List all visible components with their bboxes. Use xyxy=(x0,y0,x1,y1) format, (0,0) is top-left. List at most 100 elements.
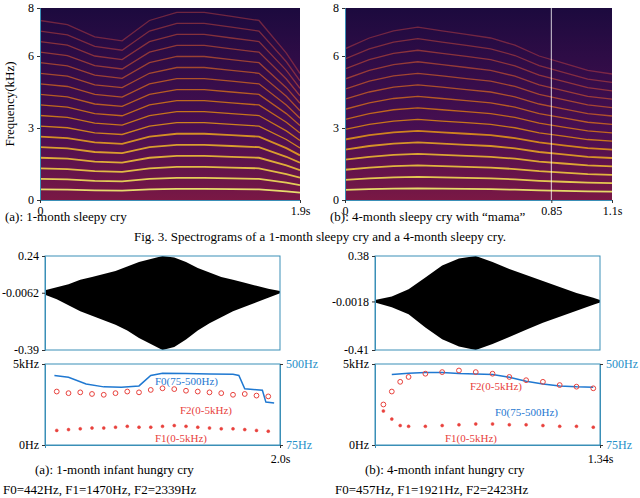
harmonic xyxy=(345,119,612,141)
tick-mark xyxy=(342,56,345,57)
tick-label: 8 xyxy=(28,1,34,15)
tick-label: 3 xyxy=(28,121,34,135)
pitch-plot xyxy=(381,368,596,429)
tick: 0.24 xyxy=(18,249,45,263)
tick: -0.39 xyxy=(14,343,45,357)
spectrogram-background xyxy=(345,8,612,200)
formant-point xyxy=(138,426,141,429)
harmonic xyxy=(345,165,612,174)
formant-point xyxy=(267,430,270,433)
tick: -0.41 xyxy=(344,343,375,357)
tick-mark xyxy=(372,350,375,351)
spectrogram xyxy=(345,8,612,200)
formant-point xyxy=(407,425,410,428)
waveform xyxy=(375,256,600,350)
harmonic xyxy=(345,188,612,191)
formant-point xyxy=(79,427,82,430)
harmonic xyxy=(345,27,612,74)
formant-point xyxy=(541,424,544,427)
harmonic xyxy=(345,142,612,158)
tick: 3 xyxy=(333,121,345,135)
tick-mark xyxy=(372,301,375,302)
tick-label: 0.38 xyxy=(348,249,369,263)
tick-label: 75Hz xyxy=(606,438,632,452)
formant-point xyxy=(557,383,562,388)
formant-point xyxy=(90,392,95,397)
harmonic xyxy=(345,108,612,133)
formant-point xyxy=(255,429,258,432)
tick-label: 3 xyxy=(333,121,339,135)
harmonic xyxy=(40,167,300,178)
harmonic xyxy=(40,134,300,156)
formant-point xyxy=(91,426,94,429)
formant-point xyxy=(54,389,59,394)
formant-point xyxy=(524,378,529,383)
harmonic xyxy=(40,56,300,103)
formant-point xyxy=(78,390,83,395)
tick-label: 0Hz xyxy=(19,438,39,452)
formant-point xyxy=(148,388,153,393)
figure-caption: Fig. 3. Spectrograms of a 1-month sleepy… xyxy=(134,229,506,244)
tick: 8 xyxy=(333,1,345,15)
axis-line xyxy=(42,257,46,351)
formant-point xyxy=(591,386,596,391)
formant-point xyxy=(185,425,188,428)
tick-mark xyxy=(37,8,40,9)
formant-point xyxy=(592,426,595,429)
formant-point xyxy=(137,390,142,395)
tick-mark xyxy=(342,200,345,201)
tick-mark xyxy=(42,364,45,365)
axis: 0 3 6 8 xyxy=(333,1,346,207)
tick-mark xyxy=(372,445,375,446)
panel-caption: (b): 4-month sleepy cry with “mama” xyxy=(330,209,526,224)
formant-point xyxy=(399,424,402,427)
tick-mark xyxy=(42,350,45,351)
tick: 1.1s xyxy=(603,200,623,218)
tick-label: -0.39 xyxy=(14,343,39,357)
formant-point xyxy=(102,426,105,429)
harmonic xyxy=(40,123,300,148)
tick-mark xyxy=(280,364,283,365)
axis: 0368 xyxy=(28,1,41,207)
tick-mark xyxy=(37,128,40,129)
tick: 75Hz xyxy=(280,438,312,452)
formant-point xyxy=(207,390,212,395)
time-marker xyxy=(551,8,552,200)
harmonic xyxy=(40,90,300,126)
formant-point xyxy=(406,375,411,380)
f0-line xyxy=(54,373,274,403)
formant-point xyxy=(101,392,106,397)
formant-point xyxy=(125,389,130,394)
harmonic xyxy=(40,68,300,111)
tick: 500Hz xyxy=(600,357,638,371)
tick-mark xyxy=(37,200,40,201)
tick: 2.0s xyxy=(271,445,291,466)
axis-line xyxy=(281,365,284,446)
axis-line xyxy=(342,9,346,201)
tick-mark xyxy=(37,56,40,57)
tick-label: 0 xyxy=(333,193,339,207)
formant-point xyxy=(558,425,561,428)
spectrogram-background xyxy=(40,8,300,200)
axis-line xyxy=(42,365,46,446)
formant-point xyxy=(149,426,152,429)
tick-label: 1.9s xyxy=(291,204,311,218)
tick-mark xyxy=(600,445,601,448)
axis: 5kHz0Hz xyxy=(13,357,46,452)
formant-point xyxy=(574,384,579,389)
formant-point xyxy=(113,391,118,396)
tick-mark xyxy=(42,293,45,294)
formant-point xyxy=(423,371,428,376)
summary: F0=442Hz, F1=1470Hz, F2=2339Hz xyxy=(3,482,196,497)
formant-point xyxy=(541,379,546,384)
tick: 500Hz xyxy=(280,357,318,371)
formant-point xyxy=(474,422,477,425)
axis-line xyxy=(41,201,301,204)
tick-label: 0 xyxy=(28,193,34,207)
formant-point xyxy=(525,423,528,426)
tick-label: 6 xyxy=(333,49,339,63)
axis-title: Frequency(kHz) xyxy=(2,61,17,146)
harmonic xyxy=(40,12,300,73)
formant-point xyxy=(219,391,224,396)
tick-label: 0Hz xyxy=(349,438,369,452)
